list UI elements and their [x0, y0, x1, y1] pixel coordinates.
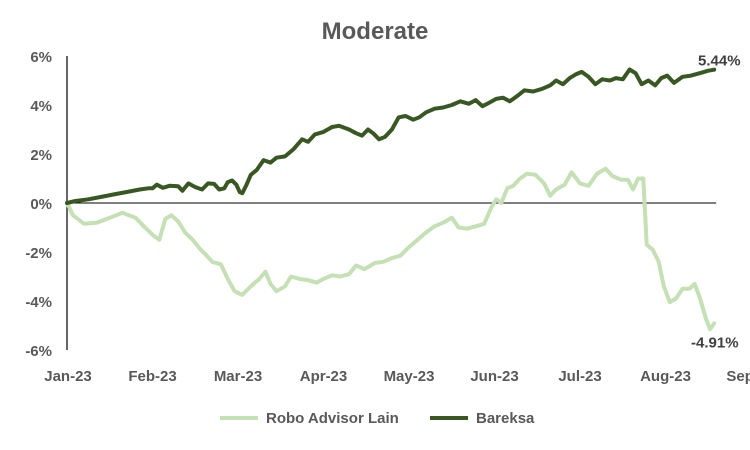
legend: Robo Advisor Lain Bareksa — [220, 410, 535, 427]
legend-label-bareksa: Bareksa — [476, 410, 535, 427]
y-tick-label: 4% — [30, 98, 52, 115]
y-tick-label: -6% — [25, 343, 52, 360]
labels: 5.44% -4.91% — [691, 53, 741, 352]
y-tick-label: -4% — [25, 294, 52, 311]
data-label-bareksa-end: 5.44% — [698, 53, 741, 70]
axes: 6% 4% 2% 0% -2% -4% -6% Jan-23 Feb-23 Mar-23 Apr-2… — [25, 49, 750, 385]
x-tick-label: Jul-23 — [558, 368, 601, 385]
series-line-robo-advisor-lain — [65, 166, 717, 332]
x-tick-label: Jan-23 — [44, 368, 92, 385]
x-tick-label: Apr-23 — [300, 368, 348, 385]
y-tick-label: 6% — [30, 49, 52, 66]
x-tick-label: Feb-23 — [128, 368, 176, 385]
series-line-bareksa — [65, 67, 717, 205]
series-lines — [65, 67, 717, 332]
y-tick-label: 0% — [30, 196, 52, 213]
legend-label-robo-advisor-lain: Robo Advisor Lain — [266, 410, 399, 427]
chart-title: Moderate — [321, 18, 429, 45]
x-tick-label: Jun-23 — [470, 368, 518, 385]
x-tick-label: Mar-23 — [214, 368, 262, 385]
y-tick-label: 2% — [30, 147, 52, 164]
x-tick-label: May-23 — [384, 368, 435, 385]
y-tick-label: -2% — [25, 245, 52, 262]
data-label-robo-end: -4.91% — [691, 334, 739, 351]
x-tick-label: Aug-23 — [640, 368, 691, 385]
x-tick-label: Sep-23 — [726, 368, 750, 385]
